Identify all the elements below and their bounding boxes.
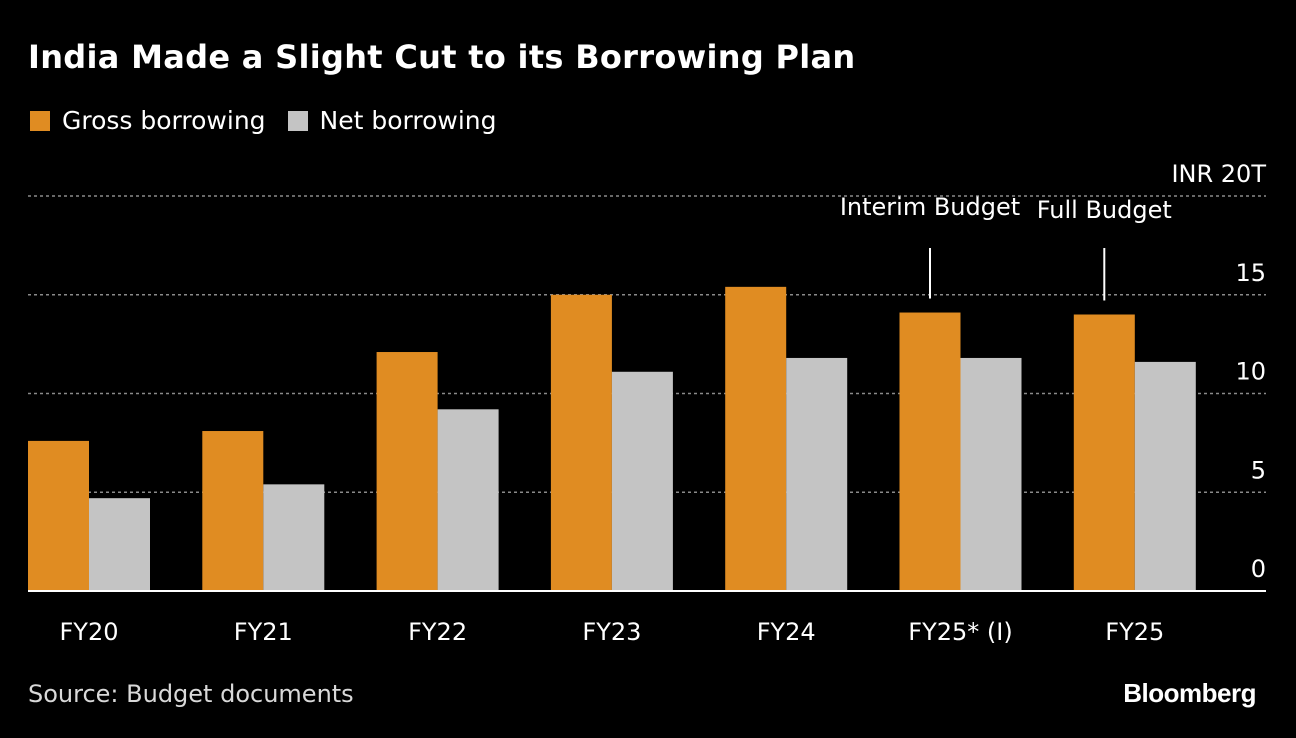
legend-swatch-gross: [30, 110, 50, 131]
bar-net: [786, 357, 848, 591]
legend-label-net: Net borrowing: [319, 106, 497, 135]
legend-item-net: Net borrowing: [287, 106, 497, 135]
bar-net: [611, 371, 673, 591]
y-tick-label: 10: [1235, 358, 1266, 386]
x-tick-label: FY21: [234, 618, 293, 646]
y-tick-label: 5: [1251, 456, 1266, 484]
annotation-label: Full Budget: [1037, 196, 1172, 224]
y-tick-label: INR 20T: [1171, 160, 1266, 188]
x-tick-label: FY22: [408, 618, 467, 646]
legend-label-gross: Gross borrowing: [62, 106, 266, 135]
bar-net: [960, 357, 1022, 591]
y-tick-label: 15: [1235, 259, 1266, 287]
bar-gross: [202, 431, 264, 591]
bar-gross: [1073, 314, 1135, 591]
source-note: Source: Budget documents: [28, 680, 354, 708]
bar-gross: [725, 286, 787, 591]
bar-net: [437, 409, 499, 591]
x-tick-label: FY24: [757, 618, 816, 646]
legend-swatch-net: [287, 110, 308, 131]
legend-item-gross: Gross borrowing: [30, 106, 266, 135]
chart-title: India Made a Slight Cut to its Borrowing…: [28, 38, 856, 76]
x-tick-label: FY25: [1105, 618, 1164, 646]
bar-gross: [376, 352, 438, 591]
annotation-label: Interim Budget: [840, 193, 1020, 221]
bar-gross: [550, 294, 612, 591]
bar-net: [1134, 361, 1196, 591]
x-tick-label: FY20: [59, 618, 118, 646]
x-tick-label: FY23: [582, 618, 641, 646]
bar-net: [89, 498, 150, 591]
bar-net: [263, 484, 325, 591]
y-tick-label: 0: [1251, 555, 1266, 583]
bar-gross: [899, 312, 961, 591]
bar-gross: [28, 440, 89, 591]
x-tick-label: FY25* (I): [908, 618, 1012, 646]
legend: Gross borrowing Net borrowing: [30, 106, 519, 135]
bloomberg-logo: Bloomberg: [1123, 678, 1256, 708]
